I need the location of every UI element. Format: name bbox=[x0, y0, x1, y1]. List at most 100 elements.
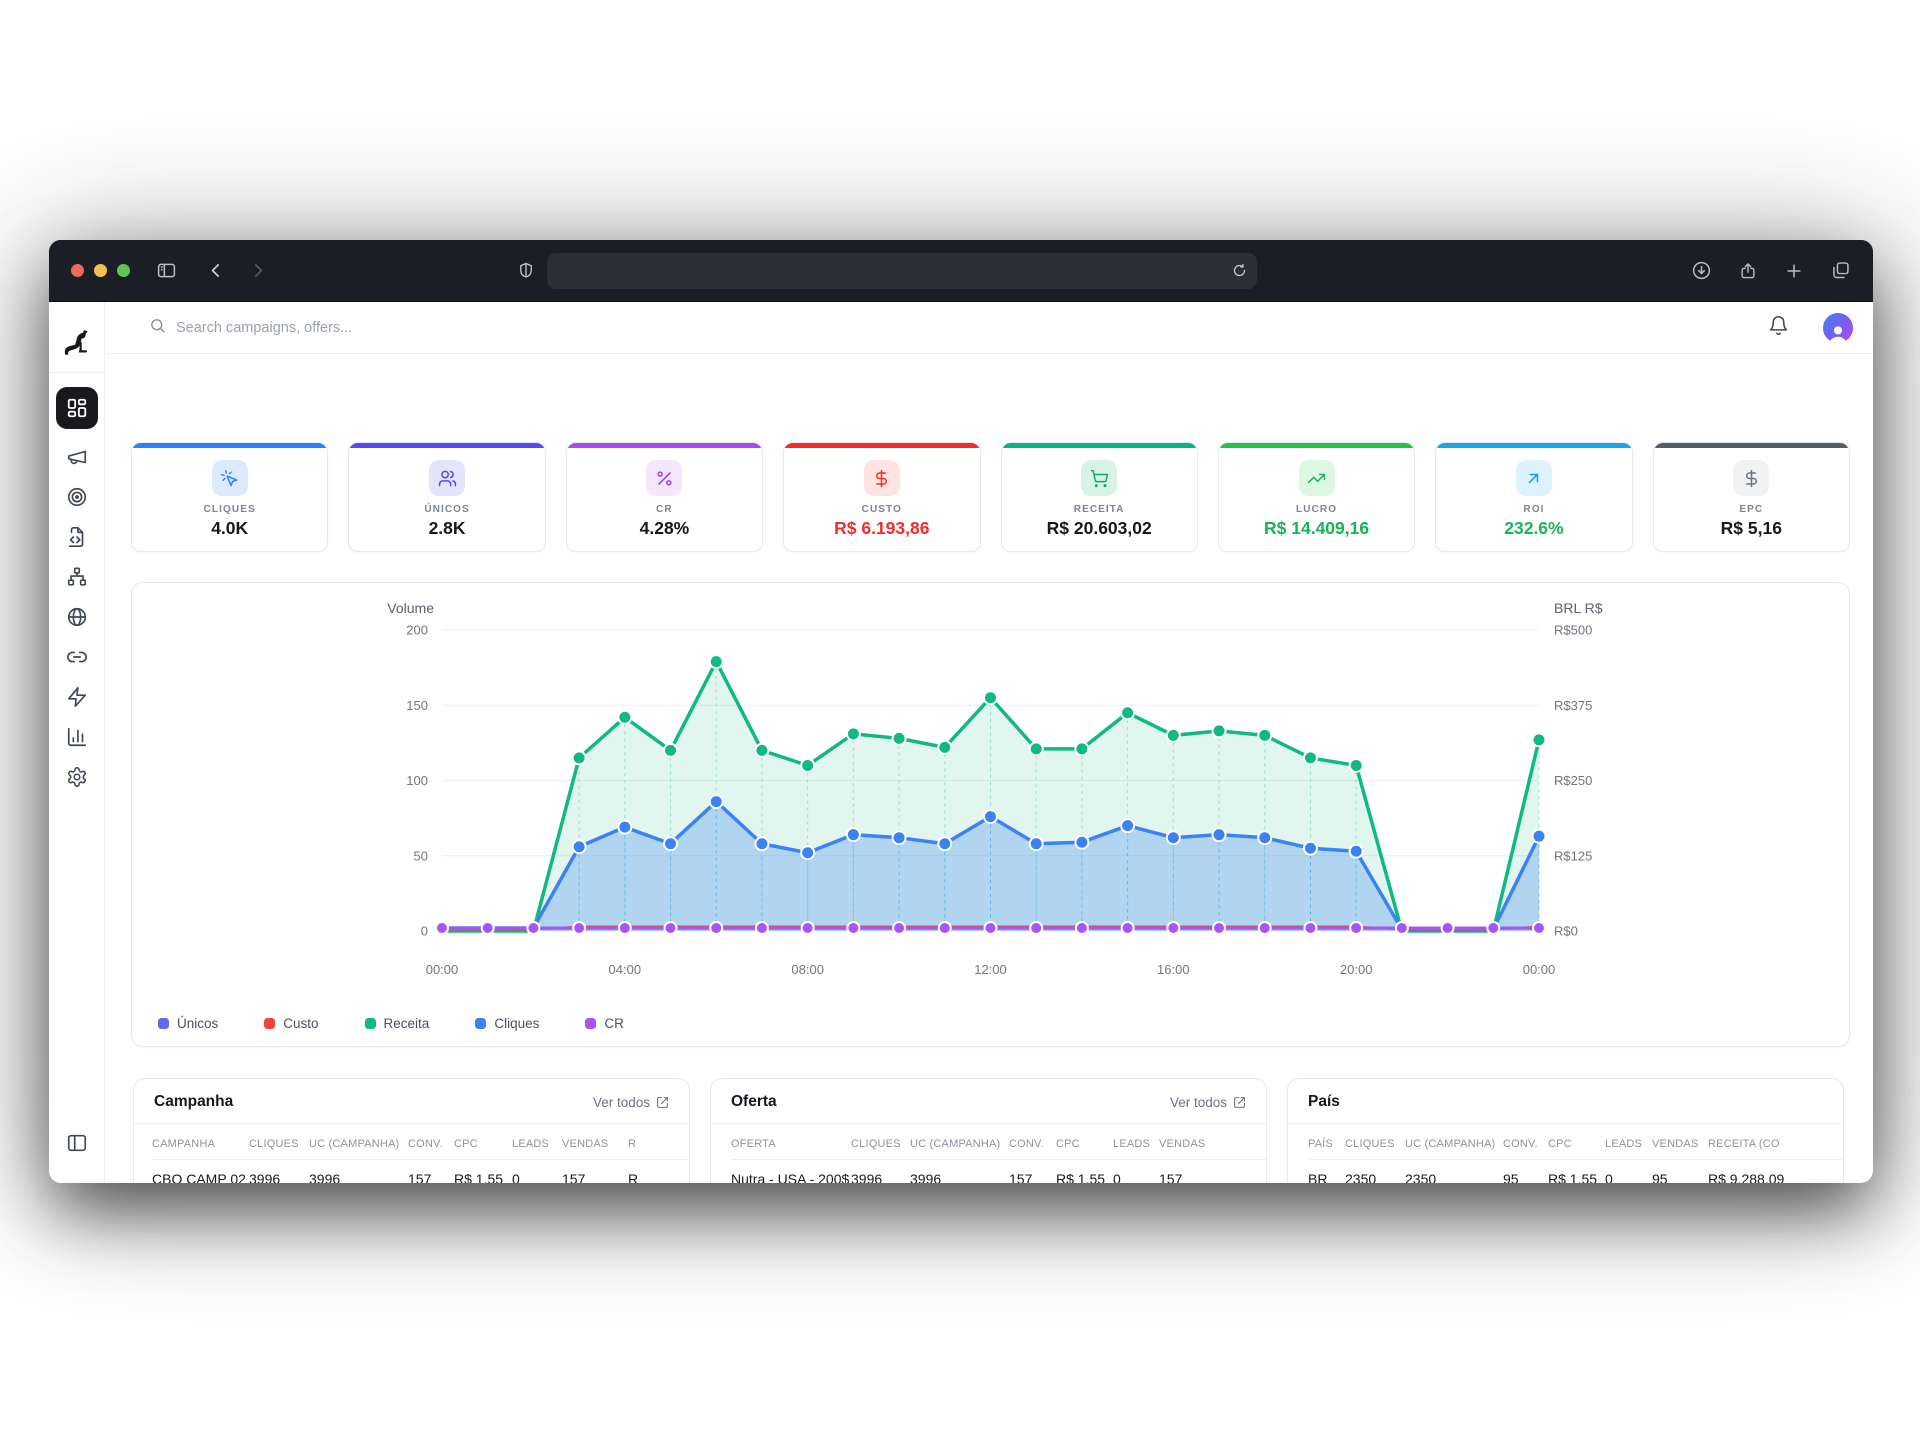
app-content: CLIQUES 4.0K ÚNICOS 2.8K CR 4.28% bbox=[49, 302, 1873, 1183]
sidebar-item-reports[interactable] bbox=[65, 725, 89, 749]
legend-swatch bbox=[264, 1018, 276, 1029]
legend-item-cr[interactable]: CR bbox=[585, 1016, 624, 1031]
metric-label: ROI bbox=[1523, 504, 1545, 515]
metric-label: CUSTO bbox=[861, 504, 902, 515]
svg-text:0: 0 bbox=[421, 924, 428, 939]
metric-card-receita[interactable]: RECEITA R$ 20.603,02 bbox=[1000, 442, 1198, 552]
legend-item-unicos[interactable]: Únicos bbox=[158, 1016, 218, 1031]
app-topbar bbox=[105, 302, 1873, 354]
close-button[interactable] bbox=[71, 264, 84, 277]
metric-card-cr[interactable]: CR 4.28% bbox=[565, 442, 764, 552]
sidebar-item-dashboard[interactable] bbox=[55, 387, 98, 429]
sidebar-item-integrations[interactable] bbox=[65, 685, 89, 709]
ver-todos-link[interactable]: Ver todos bbox=[1170, 1095, 1246, 1110]
table-cell: 157 bbox=[1159, 1159, 1266, 1183]
share-icon[interactable] bbox=[1738, 260, 1758, 281]
legend-swatch bbox=[585, 1018, 597, 1029]
metric-card-unicos[interactable]: ÚNICOS 2.8K bbox=[348, 442, 546, 552]
legend-item-cliques[interactable]: Cliques bbox=[475, 1016, 539, 1031]
legend-item-receita[interactable]: Receita bbox=[364, 1016, 430, 1031]
svg-text:04:00: 04:00 bbox=[609, 962, 642, 977]
card-accent-bar bbox=[132, 443, 328, 448]
back-icon[interactable] bbox=[207, 261, 226, 280]
column-header: CPC bbox=[1056, 1138, 1080, 1150]
trending-up-icon bbox=[1298, 460, 1335, 496]
column-header: CLIQUES bbox=[249, 1138, 299, 1150]
svg-text:20:00: 20:00 bbox=[1340, 962, 1373, 977]
sidebar-collapse-icon[interactable] bbox=[66, 1132, 88, 1159]
new-tab-icon[interactable] bbox=[1784, 261, 1804, 281]
sidebar-item-funnels[interactable] bbox=[65, 565, 89, 589]
cart-icon bbox=[1081, 460, 1118, 496]
metric-card-roi[interactable]: ROI 232.6% bbox=[1435, 442, 1633, 552]
oferta-card: Oferta Ver todos OFERTA CLIQUES UC (CAMPAN… bbox=[710, 1078, 1267, 1183]
table-row[interactable]: Nutra - USA - 200$ 3996 3996 157 R$ 1,55 0 157 bbox=[731, 1159, 1266, 1183]
sidebar-toggle-icon[interactable] bbox=[156, 260, 177, 281]
ver-todos-link[interactable]: Ver todos bbox=[593, 1095, 669, 1110]
browser-titlebar bbox=[49, 240, 1873, 302]
notifications-bell-icon[interactable] bbox=[1768, 315, 1789, 341]
column-header: CAMPANHA bbox=[152, 1138, 216, 1150]
reload-icon[interactable] bbox=[1232, 263, 1247, 278]
metric-label: EPC bbox=[1739, 504, 1764, 515]
dog-logo[interactable] bbox=[63, 328, 90, 360]
tab-overview-icon[interactable] bbox=[1830, 260, 1851, 281]
table-row[interactable]: BR 2350 2350 95 R$ 1,55 0 95 R$ 9.288,09 bbox=[1308, 1159, 1843, 1183]
address-bar[interactable] bbox=[547, 252, 1257, 289]
sidebar-item-targets[interactable] bbox=[65, 485, 89, 509]
legend-label: Únicos bbox=[177, 1016, 219, 1031]
table-cell: 3996 bbox=[851, 1159, 910, 1183]
column-header: VENDAS bbox=[1159, 1138, 1206, 1150]
svg-text:16:00: 16:00 bbox=[1157, 962, 1190, 977]
metric-value: 2.8K bbox=[428, 518, 466, 538]
minimize-button[interactable] bbox=[94, 264, 107, 277]
metric-card-custo[interactable]: CUSTO R$ 6.193,86 bbox=[783, 442, 981, 552]
sidebar-divider bbox=[49, 372, 105, 373]
zoom-button[interactable] bbox=[117, 264, 130, 277]
metric-label: LUCRO bbox=[1296, 504, 1338, 515]
svg-text:00:00: 00:00 bbox=[1523, 962, 1556, 977]
table-cell: R$ 9.288,09 bbox=[1708, 1159, 1843, 1183]
metric-value: 232.6% bbox=[1504, 518, 1564, 538]
svg-text:12:00: 12:00 bbox=[974, 962, 1007, 977]
column-header: CPC bbox=[1548, 1138, 1572, 1150]
traffic-chart-card: 0 R$0 50 R$125 100 R$250 150 R$375 200 R$500 Volum… bbox=[131, 582, 1850, 1047]
downloads-icon[interactable] bbox=[1691, 260, 1712, 281]
sidebar-item-campaigns[interactable] bbox=[65, 445, 89, 469]
user-avatar[interactable] bbox=[1823, 312, 1853, 343]
legend-label: Receita bbox=[383, 1016, 430, 1031]
forward-icon[interactable] bbox=[248, 261, 267, 280]
table-cell: R$ 1,55 bbox=[454, 1159, 512, 1183]
legend-item-custo[interactable]: Custo bbox=[264, 1016, 319, 1031]
chart-legend: Únicos Custo Receita Cliques CR bbox=[158, 1016, 624, 1031]
table-title: Campanha bbox=[154, 1093, 234, 1110]
metric-cards-row: CLIQUES 4.0K ÚNICOS 2.8K CR 4.28% bbox=[131, 442, 1850, 552]
metric-card-epc[interactable]: EPC R$ 5,16 bbox=[1652, 442, 1850, 552]
browser-window: CLIQUES 4.0K ÚNICOS 2.8K CR 4.28% bbox=[49, 240, 1873, 1183]
search-icon bbox=[149, 317, 166, 339]
table-row[interactable]: CBO CAMP 02 3996 3996 157 R$ 1,55 0 157 R bbox=[152, 1159, 689, 1183]
metric-card-cliques[interactable]: CLIQUES 4.0K bbox=[131, 442, 329, 552]
sidebar-item-settings[interactable] bbox=[65, 765, 89, 789]
svg-text:R$0: R$0 bbox=[1554, 924, 1578, 939]
metric-label: ÚNICOS bbox=[424, 504, 470, 515]
svg-text:100: 100 bbox=[406, 773, 428, 788]
column-header: PAÍS bbox=[1308, 1138, 1334, 1150]
users-icon bbox=[429, 460, 466, 496]
column-header: UC (CAMPANHA) bbox=[910, 1138, 1001, 1150]
dollar-icon bbox=[863, 460, 900, 496]
card-accent-bar bbox=[784, 443, 980, 448]
column-header: CONV. bbox=[408, 1138, 443, 1150]
column-header: LEADS bbox=[1113, 1138, 1151, 1150]
oferta-table: OFERTA CLIQUES UC (CAMPANHA) CONV. CPC LEADS V… bbox=[711, 1124, 1266, 1183]
table-cell: 95 bbox=[1503, 1159, 1548, 1183]
shield-icon[interactable] bbox=[517, 261, 535, 281]
table-cell: R$ 1,55 bbox=[1548, 1159, 1605, 1183]
sidebar bbox=[49, 302, 105, 1183]
search-input[interactable] bbox=[176, 319, 596, 336]
metric-card-lucro[interactable]: LUCRO R$ 14.409,16 bbox=[1217, 442, 1416, 552]
search-bar bbox=[149, 317, 1768, 339]
sidebar-item-links[interactable] bbox=[65, 645, 89, 669]
sidebar-item-templates[interactable] bbox=[65, 525, 89, 549]
sidebar-item-domains[interactable] bbox=[65, 605, 89, 629]
